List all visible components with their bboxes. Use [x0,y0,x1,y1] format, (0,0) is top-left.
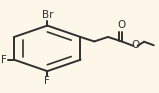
Text: F: F [44,76,50,86]
Text: O: O [131,40,140,50]
Text: O: O [117,20,125,30]
Text: Br: Br [42,10,53,20]
Text: F: F [1,55,7,65]
